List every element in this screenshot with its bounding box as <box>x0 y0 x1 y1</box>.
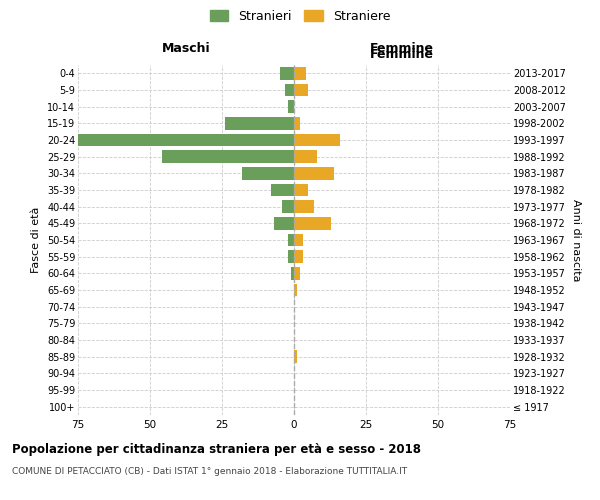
Bar <box>242 167 294 179</box>
Text: Popolazione per cittadinanza straniera per età e sesso - 2018: Popolazione per cittadinanza straniera p… <box>12 442 421 456</box>
Bar <box>294 284 297 296</box>
Bar <box>294 167 334 179</box>
Bar <box>291 267 294 280</box>
Bar <box>225 117 294 130</box>
Text: COMUNE DI PETACCIATO (CB) - Dati ISTAT 1° gennaio 2018 - Elaborazione TUTTITALIA: COMUNE DI PETACCIATO (CB) - Dati ISTAT 1… <box>12 468 407 476</box>
Y-axis label: Anni di nascita: Anni di nascita <box>571 198 581 281</box>
Bar <box>283 200 294 213</box>
Bar <box>294 67 305 80</box>
Bar <box>274 217 294 230</box>
Bar <box>294 217 331 230</box>
Text: Femmine: Femmine <box>370 48 434 62</box>
Bar <box>294 184 308 196</box>
Bar <box>294 250 302 263</box>
Bar <box>294 234 302 246</box>
Bar <box>294 200 314 213</box>
Bar <box>280 67 294 80</box>
Bar <box>294 150 317 163</box>
Bar <box>294 267 300 280</box>
Bar <box>294 134 340 146</box>
Text: Maschi: Maschi <box>161 42 211 55</box>
Bar <box>286 84 294 96</box>
Y-axis label: Fasce di età: Fasce di età <box>31 207 41 273</box>
Bar <box>294 350 297 363</box>
Bar <box>78 134 294 146</box>
Bar <box>288 234 294 246</box>
Bar <box>294 84 308 96</box>
Bar <box>271 184 294 196</box>
Text: Femmine: Femmine <box>370 42 434 55</box>
Bar <box>161 150 294 163</box>
Bar <box>288 250 294 263</box>
Legend: Stranieri, Straniere: Stranieri, Straniere <box>205 5 395 28</box>
Bar <box>288 100 294 113</box>
Bar <box>294 117 300 130</box>
